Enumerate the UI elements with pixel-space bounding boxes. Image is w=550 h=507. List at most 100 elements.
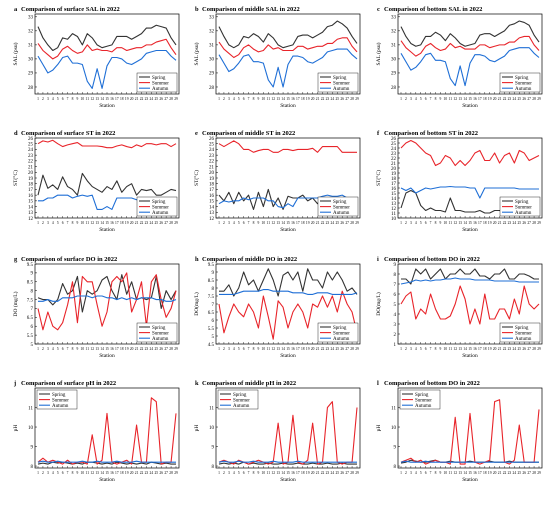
y-tick-label: 30 xyxy=(391,58,397,63)
y-tick-label: 16 xyxy=(391,187,397,192)
legend-label: Spring xyxy=(333,326,347,331)
panel-letter: c xyxy=(377,6,380,13)
x-tick-label: 9 xyxy=(77,471,79,475)
x-tick-label: 2 xyxy=(405,97,407,101)
x-tick-label: 14 xyxy=(100,471,104,475)
y-tick-label: 5.5 xyxy=(208,327,215,332)
x-tick-label: 26 xyxy=(340,471,344,475)
legend-label: Autumn xyxy=(333,87,350,92)
x-tick-label: 5 xyxy=(420,97,422,101)
x-tick-label: 18 xyxy=(301,97,305,101)
x-tick-label: 27 xyxy=(345,221,349,225)
legend-label: Spring xyxy=(152,76,166,81)
x-tick-label: 22 xyxy=(503,97,507,101)
legend-label: Summer xyxy=(415,398,432,403)
x-tick-label: 12 xyxy=(453,471,457,475)
y-tick-label: 14 xyxy=(391,197,397,202)
x-tick-label: 29 xyxy=(355,471,359,475)
y-tick-label: 10 xyxy=(209,426,215,431)
x-tick-label: 17 xyxy=(115,471,119,475)
legend-label: Autumn xyxy=(515,337,532,342)
x-tick-label: 19 xyxy=(488,221,492,225)
legend-label: Summer xyxy=(515,81,532,86)
x-tick-label: 14 xyxy=(281,97,285,101)
x-tick-label: 4 xyxy=(415,471,417,475)
series-line-autumn xyxy=(37,49,177,89)
x-tick-label: 22 xyxy=(503,221,507,225)
x-axis-label: Station xyxy=(99,477,115,483)
series-line-summer xyxy=(400,139,540,167)
x-tick-label: 11 xyxy=(86,97,90,101)
x-tick-label: 15 xyxy=(105,221,109,225)
legend-box xyxy=(36,389,78,410)
y-tick-label: 29 xyxy=(391,72,397,77)
legend-label: Summer xyxy=(333,81,350,86)
series-line-summer xyxy=(37,38,177,60)
x-tick-label: 8 xyxy=(72,471,74,475)
x-tick-label: 28 xyxy=(169,471,173,475)
x-tick-label: 27 xyxy=(164,97,168,101)
series-line-summer xyxy=(37,139,177,149)
x-tick-label: 11 xyxy=(267,97,271,101)
y-tick-label: 29 xyxy=(209,72,215,77)
legend-label: Summer xyxy=(152,205,169,210)
x-tick-label: 6 xyxy=(62,471,64,475)
x-tick-label: 28 xyxy=(350,347,354,351)
x-tick-label: 11 xyxy=(449,347,453,351)
legend-box xyxy=(499,322,541,343)
chart-title: Comparison of surface DO in 2022 xyxy=(21,256,117,263)
y-tick-label: 22 xyxy=(28,160,34,165)
x-tick-label: 3 xyxy=(410,471,412,475)
x-tick-label: 11 xyxy=(449,221,453,225)
x-tick-label: 28 xyxy=(532,471,536,475)
x-tick-label: 7 xyxy=(430,347,432,351)
y-tick-label: 26 xyxy=(209,137,215,142)
x-tick-label: 13 xyxy=(276,471,280,475)
y-tick-label: 6 xyxy=(31,325,34,330)
x-tick-label: 9 xyxy=(440,471,442,475)
x-tick-label: 22 xyxy=(140,97,144,101)
x-tick-label: 11 xyxy=(86,221,90,225)
x-tick-label: 24 xyxy=(331,471,335,475)
series-line-spring xyxy=(218,20,358,49)
x-tick-label: 1 xyxy=(218,97,220,101)
x-tick-label: 26 xyxy=(522,347,526,351)
x-tick-label: 10 xyxy=(262,97,266,101)
x-tick-label: 17 xyxy=(115,97,119,101)
x-tick-label: 4 xyxy=(52,471,54,475)
chart-panel-a: a Comparison of surface SAL in 2022282930… xyxy=(12,6,180,109)
legend-box xyxy=(399,389,441,410)
legend-label: Spring xyxy=(515,76,529,81)
x-tick-label: 1 xyxy=(218,347,220,351)
x-tick-label: 15 xyxy=(105,347,109,351)
x-tick-label: 19 xyxy=(125,221,129,225)
x-tick-label: 21 xyxy=(316,347,320,351)
x-tick-label: 9 xyxy=(440,221,442,225)
x-tick-label: 10 xyxy=(444,471,448,475)
y-tick-label: 8 xyxy=(394,465,397,470)
x-tick-label: 18 xyxy=(483,221,487,225)
legend-label: Autumn xyxy=(152,87,169,92)
x-tick-label: 25 xyxy=(517,347,521,351)
x-tick-label: 15 xyxy=(468,471,472,475)
x-tick-label: 26 xyxy=(340,347,344,351)
y-tick-label: 9.5 xyxy=(27,263,34,268)
x-tick-label: 17 xyxy=(296,471,300,475)
y-tick-label: 5 xyxy=(31,343,34,348)
x-tick-label: 5 xyxy=(238,471,240,475)
x-tick-label: 5 xyxy=(57,471,59,475)
x-tick-label: 15 xyxy=(468,347,472,351)
x-tick-label: 21 xyxy=(316,471,320,475)
x-tick-label: 17 xyxy=(296,97,300,101)
x-tick-label: 27 xyxy=(345,347,349,351)
y-axis-label: DO (mg/L) xyxy=(12,291,19,316)
legend-label: Spring xyxy=(415,393,429,398)
x-tick-label: 28 xyxy=(169,221,173,225)
x-tick-label: 7 xyxy=(67,97,69,101)
x-tick-label: 16 xyxy=(291,221,295,225)
chart-panel-g: g Comparison of surface DO in 2022 5 5.5 6 6.… xyxy=(12,256,180,359)
series-line-summer xyxy=(400,285,540,325)
x-tick-label: 13 xyxy=(458,97,462,101)
